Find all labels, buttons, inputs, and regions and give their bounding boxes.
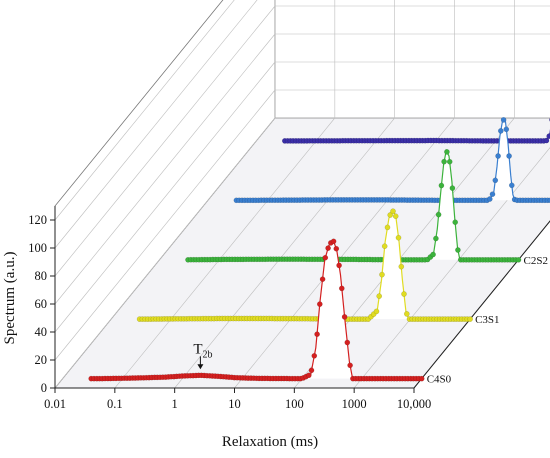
left-wall-gridline [54, 33, 276, 305]
data-point [379, 271, 385, 278]
data-point [338, 285, 345, 292]
data-point [314, 331, 320, 338]
data-point [311, 352, 318, 359]
data-point [330, 238, 337, 245]
left-wall-gridline [54, 0, 235, 221]
left-wall-gridline [54, 5, 276, 277]
data-point [381, 243, 388, 249]
data-point [316, 301, 323, 307]
data-point [376, 293, 383, 299]
data-point [492, 177, 499, 184]
data-point [452, 219, 459, 225]
data-point [500, 117, 507, 123]
data-point [305, 372, 312, 379]
data-point [387, 212, 394, 218]
floor-gridline [174, 117, 395, 389]
data-point [508, 182, 515, 189]
series-C0S4 [281, 117, 550, 144]
x-tick-label: 0.1 [107, 397, 123, 411]
data-point [446, 158, 453, 165]
data-point [435, 211, 442, 218]
data-point [392, 213, 399, 219]
data-point [438, 182, 445, 189]
data-point [319, 276, 326, 283]
chart-labels: C0S4C1S3C2S2C3S1C4S0T2bT21T22 [193, 255, 548, 386]
data-point [344, 339, 351, 346]
data-point [495, 153, 501, 159]
data-point [390, 208, 396, 214]
annotation-arrowhead [197, 364, 204, 370]
data-point [384, 224, 391, 231]
series-label: C3S1 [475, 314, 499, 326]
series-fill [91, 240, 422, 379]
data-point [398, 263, 405, 270]
series-C1S3 [233, 117, 550, 204]
data-point [308, 367, 315, 374]
x-axis-title: Relaxation (ms) [222, 434, 318, 450]
left-wall-gridline [54, 89, 276, 361]
y-tick-label: 100 [28, 241, 47, 255]
x-tick-label: 1 [172, 397, 178, 411]
data-point [373, 308, 380, 315]
data-point [441, 158, 447, 165]
chart-axes: 0.01 0.1 1 10 100 1000 10,000 0 20 40 60 80 100 120 [28, 206, 550, 411]
data-point [347, 362, 353, 369]
series-fill [188, 150, 519, 260]
y-tick-label: 120 [28, 213, 47, 227]
chart-panels [54, 0, 550, 390]
data-point [322, 254, 329, 261]
data-point [467, 316, 473, 322]
y-axis-title: Spectrum (a.u.) [2, 252, 18, 345]
data-point [418, 375, 425, 382]
series-fill [139, 210, 471, 320]
data-point [401, 291, 407, 297]
data-point [333, 245, 340, 252]
series-label: C2S2 [524, 255, 548, 267]
y-tick-label: 80 [35, 269, 48, 283]
data-point [547, 197, 550, 204]
annotation-subscript: 2b [203, 349, 213, 360]
data-point [503, 126, 510, 133]
left-wall-gridline [54, 61, 276, 333]
data-point [341, 314, 348, 320]
x-tick-label: 10,000 [397, 397, 431, 411]
left-wall-gridline [54, 117, 276, 389]
data-point [506, 153, 512, 159]
data-point [395, 234, 402, 241]
floor-gridline [114, 117, 336, 389]
data-point [336, 262, 342, 269]
y-tick-label: 60 [35, 297, 48, 311]
y-tick-label: 20 [35, 353, 48, 367]
data-point [515, 256, 522, 263]
data-point [486, 196, 493, 202]
data-point [546, 133, 550, 139]
x-tick-label: 0.01 [44, 397, 66, 411]
data-point [444, 149, 450, 155]
series-C3S1 [136, 208, 473, 322]
data-point [455, 247, 461, 253]
depth-axis-line [413, 220, 550, 389]
data-point [433, 235, 439, 242]
data-point [449, 185, 456, 191]
data-point [403, 311, 410, 317]
y-tick-label: 0 [41, 381, 47, 395]
data-point [430, 251, 436, 258]
floor-gridline [234, 117, 455, 389]
data-point [489, 191, 496, 197]
floor-gridline [353, 147, 550, 389]
series-label: C4S0 [427, 374, 452, 386]
back-wall-panel [274, 0, 550, 119]
data-point [543, 137, 550, 144]
x-tick-label: 10 [228, 397, 241, 411]
x-tick-label: 100 [285, 397, 304, 411]
x-tick-label: 1000 [342, 397, 367, 411]
chart-series [88, 117, 550, 382]
data-point [325, 245, 331, 251]
series-C4S0 [88, 238, 425, 382]
data-point [497, 128, 504, 134]
left-wall-gridline [54, 0, 258, 249]
y-tick-label: 40 [35, 325, 48, 339]
